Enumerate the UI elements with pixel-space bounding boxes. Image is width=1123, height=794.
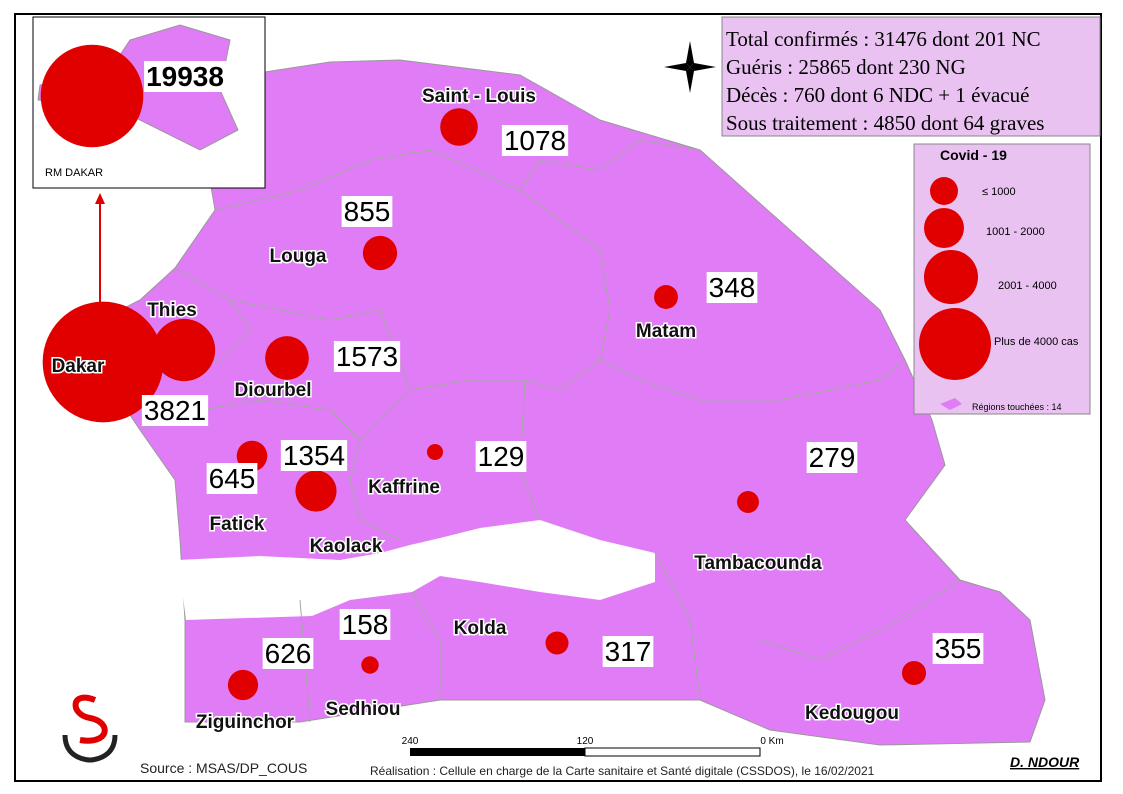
legend-label: Plus de 4000 cas [994, 336, 1079, 348]
number-bg [333, 341, 401, 372]
region-name: Kaffrine [368, 477, 440, 498]
info-box [721, 16, 1101, 137]
case-count: 317 [605, 636, 652, 667]
info-line: Sous traitement : 4850 dont 64 graves [726, 111, 1044, 135]
region-name: Ziguinchor [196, 712, 295, 733]
number-bg [602, 636, 654, 667]
legend-region-swatch [940, 398, 962, 410]
case-bubble [265, 336, 309, 380]
number-bg [262, 638, 314, 669]
region-name: Fatick [210, 514, 265, 535]
legend-symbol [924, 250, 978, 304]
legend-note: Régions touchées : 14 [972, 402, 1062, 412]
info-line: Décès : 760 dont 6 NDC + 1 évacué [726, 83, 1029, 107]
number-bg [932, 633, 984, 664]
region-name: Matam [636, 321, 696, 342]
case-count: 626 [265, 638, 312, 669]
scale-bar [584, 747, 761, 757]
region-name: Kedougou [805, 703, 899, 724]
credit: Réalisation : Cellule en charge de la Ca… [370, 764, 875, 778]
info-line: Guéris : 25865 dont 230 NG [726, 55, 966, 79]
info-line: Total confirmés : 31476 dont 201 NC [726, 27, 1041, 51]
compass [664, 41, 716, 93]
case-bubble [426, 443, 444, 461]
number-bg [806, 442, 858, 473]
inset-arrow-head [95, 193, 105, 204]
case-bubble [361, 656, 379, 674]
legend-label: 2001 - 4000 [998, 280, 1057, 292]
scale-label: 120 [577, 736, 594, 747]
case-bubble [737, 491, 759, 513]
case-bubble [654, 285, 678, 309]
case-count: 355 [935, 633, 982, 664]
number-bg [706, 272, 758, 303]
legend-label: 1001 - 2000 [986, 226, 1045, 238]
inset-count: 19938 [146, 61, 224, 92]
logo [62, 694, 118, 763]
scale-label: 0 Km [760, 736, 783, 747]
scale-bar [410, 748, 585, 756]
legend-symbol [924, 208, 964, 248]
case-bubble [227, 669, 259, 701]
legend-symbol [919, 308, 991, 380]
region-name: Sedhiou [326, 699, 401, 720]
case-bubble [545, 631, 569, 655]
number-bg [475, 441, 527, 472]
frame [14, 13, 1102, 782]
inset-label: RM DAKAR [45, 167, 103, 179]
region-name: Louga [270, 246, 327, 267]
case-count: 1078 [504, 125, 566, 156]
number-bg [141, 395, 209, 426]
number-bg [341, 196, 393, 227]
region-name: Dakar [52, 356, 105, 377]
case-bubble [295, 470, 337, 512]
number-bg [280, 440, 348, 471]
case-bubble [440, 108, 478, 146]
region-name: Tambacounda [694, 553, 822, 574]
case-count: 158 [342, 609, 389, 640]
case-count: 348 [709, 272, 756, 303]
author: D. NDOUR [1010, 754, 1080, 770]
case-count: 855 [344, 196, 391, 227]
case-count: 279 [809, 442, 856, 473]
region-name: Diourbel [234, 380, 311, 401]
case-bubble [152, 318, 216, 382]
legend-title: Covid - 19 [940, 147, 1007, 163]
case-count: 1354 [283, 440, 345, 471]
case-count: 1573 [336, 341, 398, 372]
number-bg [144, 61, 226, 92]
gambia [178, 520, 655, 620]
scale-label: 240 [402, 736, 419, 747]
number-bg [206, 463, 258, 494]
case-count: 129 [478, 441, 525, 472]
region-name: Kaolack [310, 536, 383, 557]
legend-label: ≤ 1000 [982, 186, 1016, 198]
case-bubble [901, 660, 927, 686]
region-name: Thies [147, 300, 197, 321]
case-count: 645 [209, 463, 256, 494]
case-bubble [42, 301, 164, 423]
case-bubble [362, 235, 398, 271]
number-bg [339, 609, 391, 640]
legend-symbol [930, 177, 958, 205]
number-bg [501, 125, 569, 156]
region-name: Kolda [454, 618, 507, 639]
region-name: Saint - Louis [422, 86, 536, 107]
case-count: 3821 [144, 395, 206, 426]
inset-bubble [40, 44, 144, 148]
source: Source : MSAS/DP_COUS [140, 760, 307, 776]
